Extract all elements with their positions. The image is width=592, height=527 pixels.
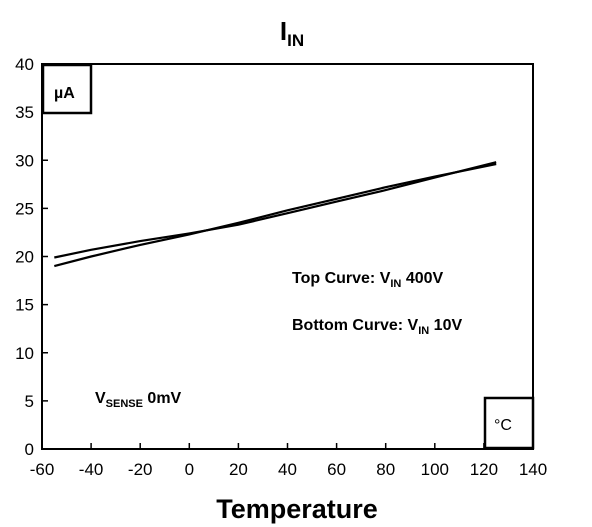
series-line-top-curve <box>54 161 497 259</box>
y-tick-label: 20 <box>15 248 34 267</box>
x-tick-label: 60 <box>327 460 346 479</box>
legend-background <box>285 255 523 350</box>
y-unit-label: µA <box>54 85 75 102</box>
x-unit-box <box>483 396 535 450</box>
x-axis: -60 -40 -20 0 20 40 60 80 100 120 140 <box>30 443 547 479</box>
annotation-bottom-curve-suffix: 10V <box>429 317 462 334</box>
y-tick-label: 5 <box>25 392 34 411</box>
chart-title-main: I <box>280 16 287 46</box>
x-tick-label: -60 <box>30 460 55 479</box>
series-group <box>54 161 497 268</box>
x-axis-title: Temperature <box>216 494 378 524</box>
annotation-vsense-suffix: 0mV <box>143 390 182 407</box>
annotation-vsense: VSENSE 0mV <box>95 390 182 410</box>
annotation-vsense-sub: SENSE <box>106 398 143 410</box>
annotation-top-curve-prefix: Top Curve: V <box>292 270 391 287</box>
x-tick-label: 80 <box>376 460 395 479</box>
x-tick-label: -40 <box>79 460 104 479</box>
y-tick-label: 25 <box>15 199 34 218</box>
y-tick-label: 0 <box>25 440 34 459</box>
annotation-top-curve: Top Curve: VIN 400V <box>292 270 444 290</box>
annotation-bottom-curve-prefix: Bottom Curve: V <box>292 317 419 334</box>
chart-title-sub: IN <box>287 31 304 50</box>
y-tick-label: 40 <box>15 55 34 74</box>
x-tick-label: -20 <box>128 460 153 479</box>
y-tick-label: 35 <box>15 103 34 122</box>
y-axis: 0 5 10 15 20 25 30 35 40 <box>15 55 48 459</box>
x-tick-label: 40 <box>278 460 297 479</box>
y-tick-label: 10 <box>15 344 34 363</box>
x-tick-label: 100 <box>421 460 449 479</box>
x-tick-label: 140 <box>519 460 547 479</box>
x-tick-label: 20 <box>229 460 248 479</box>
x-tick-label: 0 <box>185 460 194 479</box>
annotation-vsense-prefix: V <box>95 390 106 407</box>
x-tick-label: 120 <box>470 460 498 479</box>
y-unit-box <box>41 63 93 115</box>
chart-title: IIN <box>280 16 304 50</box>
annotation-bottom-curve-sub: IN <box>418 325 429 337</box>
annotation-top-curve-suffix: 400V <box>401 270 443 287</box>
annotation-bottom-curve: Bottom Curve: VIN 10V <box>292 317 462 337</box>
annotation-top-curve-sub: IN <box>390 278 401 290</box>
y-tick-label: 15 <box>15 296 34 315</box>
y-tick-label: 30 <box>15 151 34 170</box>
series-line-bottom-curve <box>54 163 497 268</box>
vsense-background <box>88 380 233 410</box>
x-unit-label: °C <box>494 417 512 434</box>
